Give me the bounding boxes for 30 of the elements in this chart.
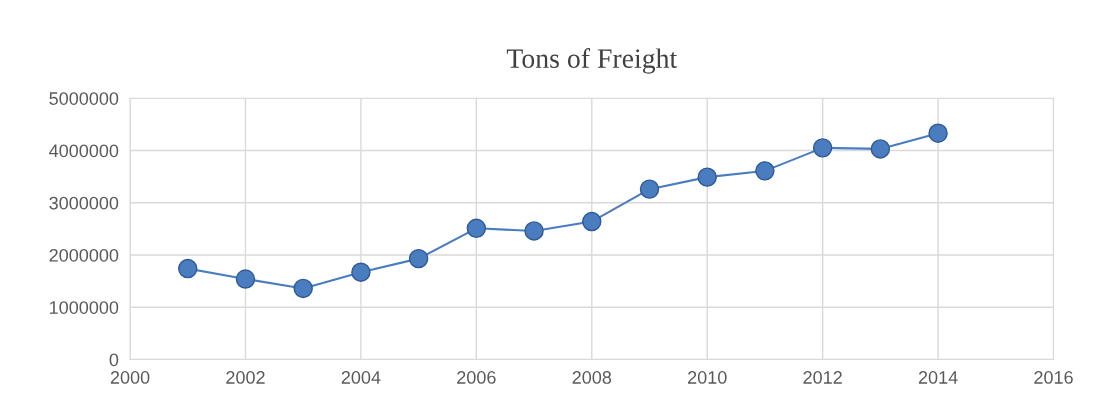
- point: [812, 138, 833, 158]
- point: [697, 167, 717, 187]
- point: [928, 123, 948, 143]
- x-tick-label: 2010: [688, 371, 727, 384]
- point: [524, 221, 544, 241]
- x-tick-label: 2002: [226, 371, 265, 384]
- y-tick-label: 1000000: [50, 301, 119, 314]
- point: [408, 248, 429, 269]
- point: [755, 161, 775, 181]
- point: [293, 278, 313, 299]
- point: [235, 269, 256, 289]
- point: [639, 179, 660, 199]
- x-tick-label: 2004: [341, 371, 381, 384]
- y-tick-label: 4000000: [49, 144, 119, 158]
- x-tick-label: 2006: [457, 371, 496, 384]
- y-tick-label: 0: [109, 353, 119, 367]
- y-tick-label: 5000000: [49, 92, 119, 105]
- point: [870, 139, 891, 159]
- x-tick-label: 2008: [572, 371, 612, 384]
- y-tick-label: 2000000: [49, 248, 119, 262]
- point: [351, 262, 371, 282]
- point: [466, 218, 487, 239]
- y-tick-label: 3000000: [49, 196, 119, 210]
- point: [582, 211, 602, 232]
- x-tick-label: 2014: [918, 371, 958, 384]
- x-tick-label: 2000: [110, 371, 150, 384]
- x-tick-label: 2016: [1034, 371, 1073, 384]
- chart-title: Tons of Freight: [506, 48, 678, 74]
- point: [178, 258, 198, 279]
- x-tick-label: 2012: [803, 371, 842, 384]
